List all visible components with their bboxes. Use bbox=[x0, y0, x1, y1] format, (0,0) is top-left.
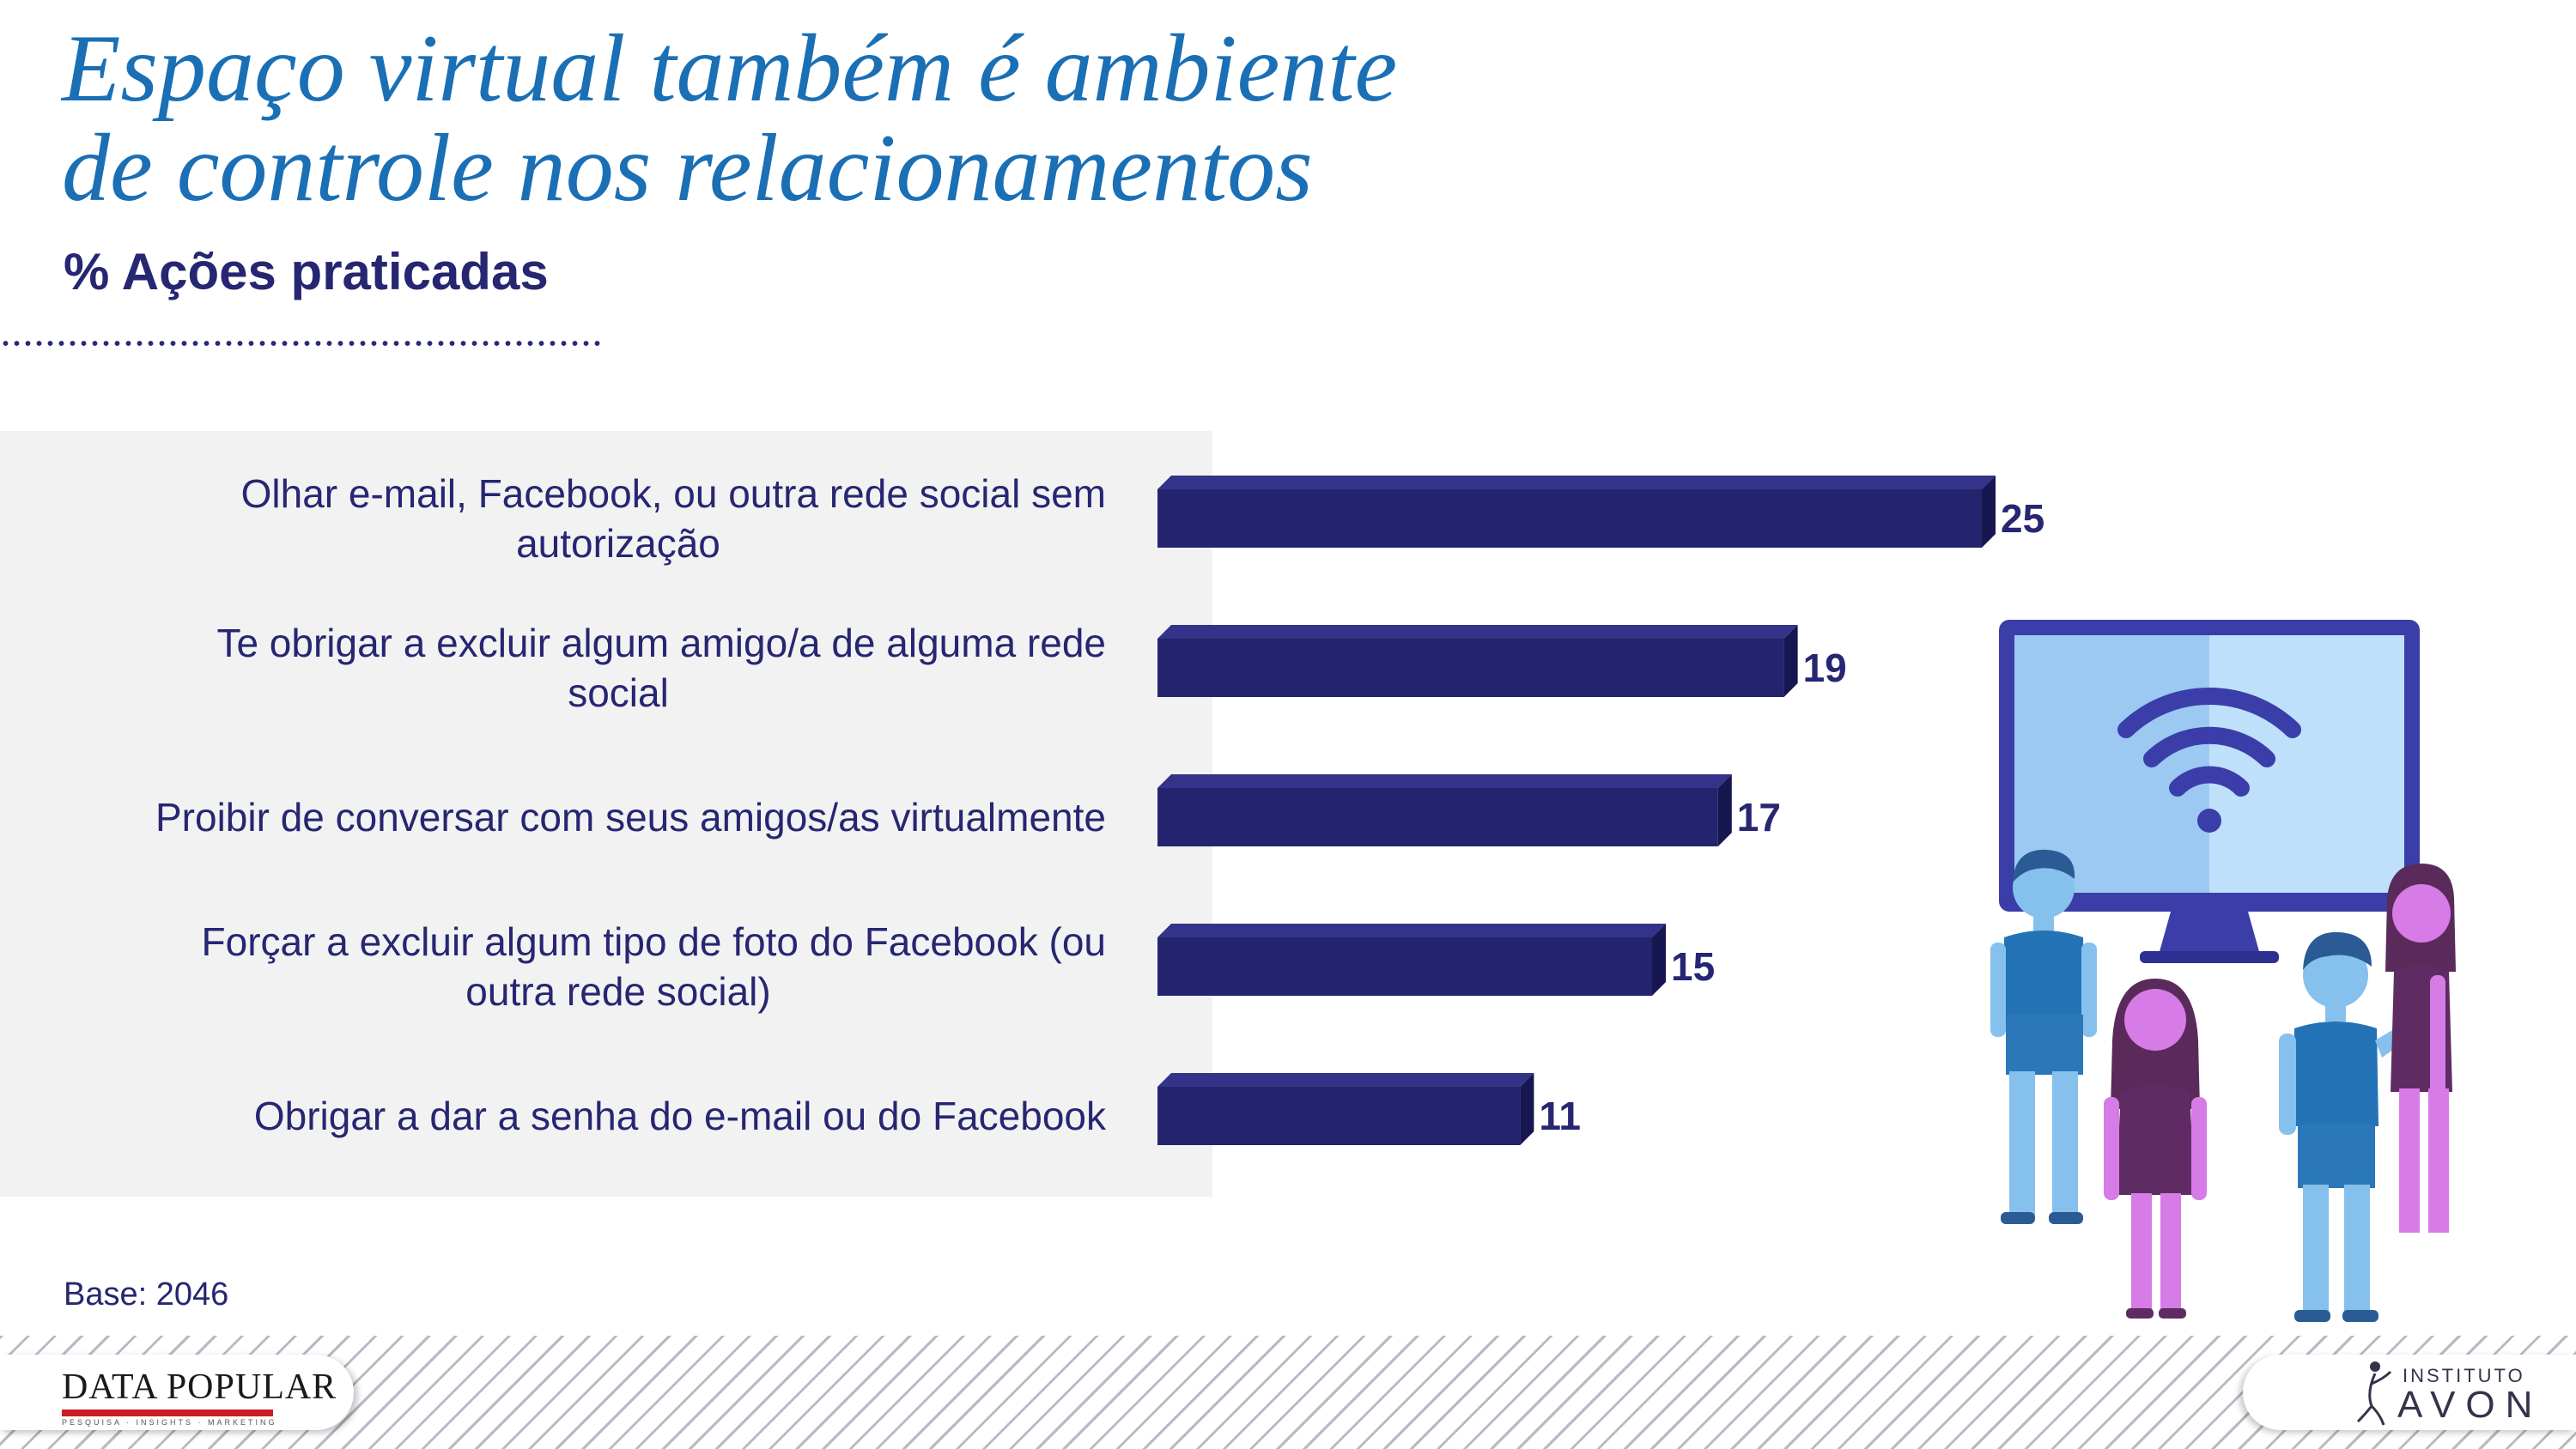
bar-value-label: 11 bbox=[1539, 1094, 1581, 1138]
wifi-icon bbox=[2117, 687, 2301, 797]
bar-value-label: 25 bbox=[2001, 496, 2044, 541]
title-line-1: Espaço virtual também é ambiente bbox=[62, 15, 1398, 122]
data-popular-logo-bar bbox=[62, 1410, 273, 1416]
person-woman-right-icon bbox=[2385, 864, 2456, 1233]
data-popular-logo-text: DATA POPULAR bbox=[62, 1367, 337, 1407]
instituto-avon-big-text: AVON bbox=[2397, 1384, 2543, 1426]
instituto-avon-small-text: INSTITUTO bbox=[2403, 1365, 2525, 1386]
chart-subtitle: % Ações praticadas bbox=[64, 243, 549, 300]
people-monitor-illustration bbox=[1990, 620, 2456, 1322]
person-man-left-icon bbox=[1990, 849, 2097, 1224]
category-label: Olhar e-mail, Facebook, ou outra rede so… bbox=[241, 471, 1106, 516]
avon-figure-icon bbox=[2356, 1361, 2392, 1426]
title-line-2: de controle nos relacionamentos bbox=[62, 115, 1313, 221]
category-label: Forçar a excluir algum tipo de foto do F… bbox=[202, 919, 1106, 964]
bar bbox=[1157, 937, 1652, 996]
data-popular-logo-tagline: PESQUISA · INSIGHTS · MARKETING bbox=[62, 1418, 277, 1427]
person-man-right-icon bbox=[2279, 931, 2428, 1322]
instituto-avon-logo: INSTITUTO AVON bbox=[2243, 1355, 2576, 1430]
category-label: Te obrigar a excluir algum amigo/a de al… bbox=[216, 621, 1106, 665]
bar-value-label: 17 bbox=[1737, 795, 1781, 840]
bar-top-face bbox=[1157, 625, 1798, 639]
data-popular-logo: DATA POPULAR PESQUISA · INSIGHTS · MARKE… bbox=[0, 1355, 354, 1430]
footer-stripes bbox=[0, 1336, 2576, 1449]
bar-top-face bbox=[1157, 1073, 1534, 1087]
person-woman-left-icon bbox=[2104, 979, 2207, 1319]
bar bbox=[1157, 788, 1718, 846]
bar-side-face bbox=[1717, 774, 1732, 846]
bar-side-face bbox=[1982, 476, 1996, 548]
category-label: Proibir de conversar com seus amigos/as … bbox=[155, 795, 1106, 840]
bar-value-label: 15 bbox=[1671, 944, 1715, 989]
bar-top-face bbox=[1157, 476, 1996, 489]
bar-top-face bbox=[1157, 774, 1732, 788]
category-label: social bbox=[568, 670, 669, 715]
slide-title: Espaço virtual também é ambiente de cont… bbox=[62, 19, 1397, 218]
label-panel-background bbox=[0, 431, 1212, 1197]
bar-side-face bbox=[1652, 924, 1666, 996]
category-label: Obrigar a dar a senha do e-mail ou do Fa… bbox=[254, 1094, 1107, 1138]
monitor-icon bbox=[1999, 620, 2420, 963]
base-note: Base: 2046 bbox=[64, 1276, 229, 1313]
bar bbox=[1157, 1087, 1521, 1145]
bar-side-face bbox=[1520, 1073, 1534, 1145]
bar bbox=[1157, 489, 1982, 548]
bar bbox=[1157, 639, 1784, 697]
wifi-dot bbox=[2197, 809, 2221, 833]
dotted-divider bbox=[0, 340, 601, 347]
category-label: outra rede social) bbox=[465, 969, 770, 1014]
category-label: autorização bbox=[516, 521, 720, 566]
bar-side-face bbox=[1783, 625, 1798, 697]
bar-top-face bbox=[1157, 924, 1666, 937]
bar-value-label: 19 bbox=[1803, 646, 1847, 690]
